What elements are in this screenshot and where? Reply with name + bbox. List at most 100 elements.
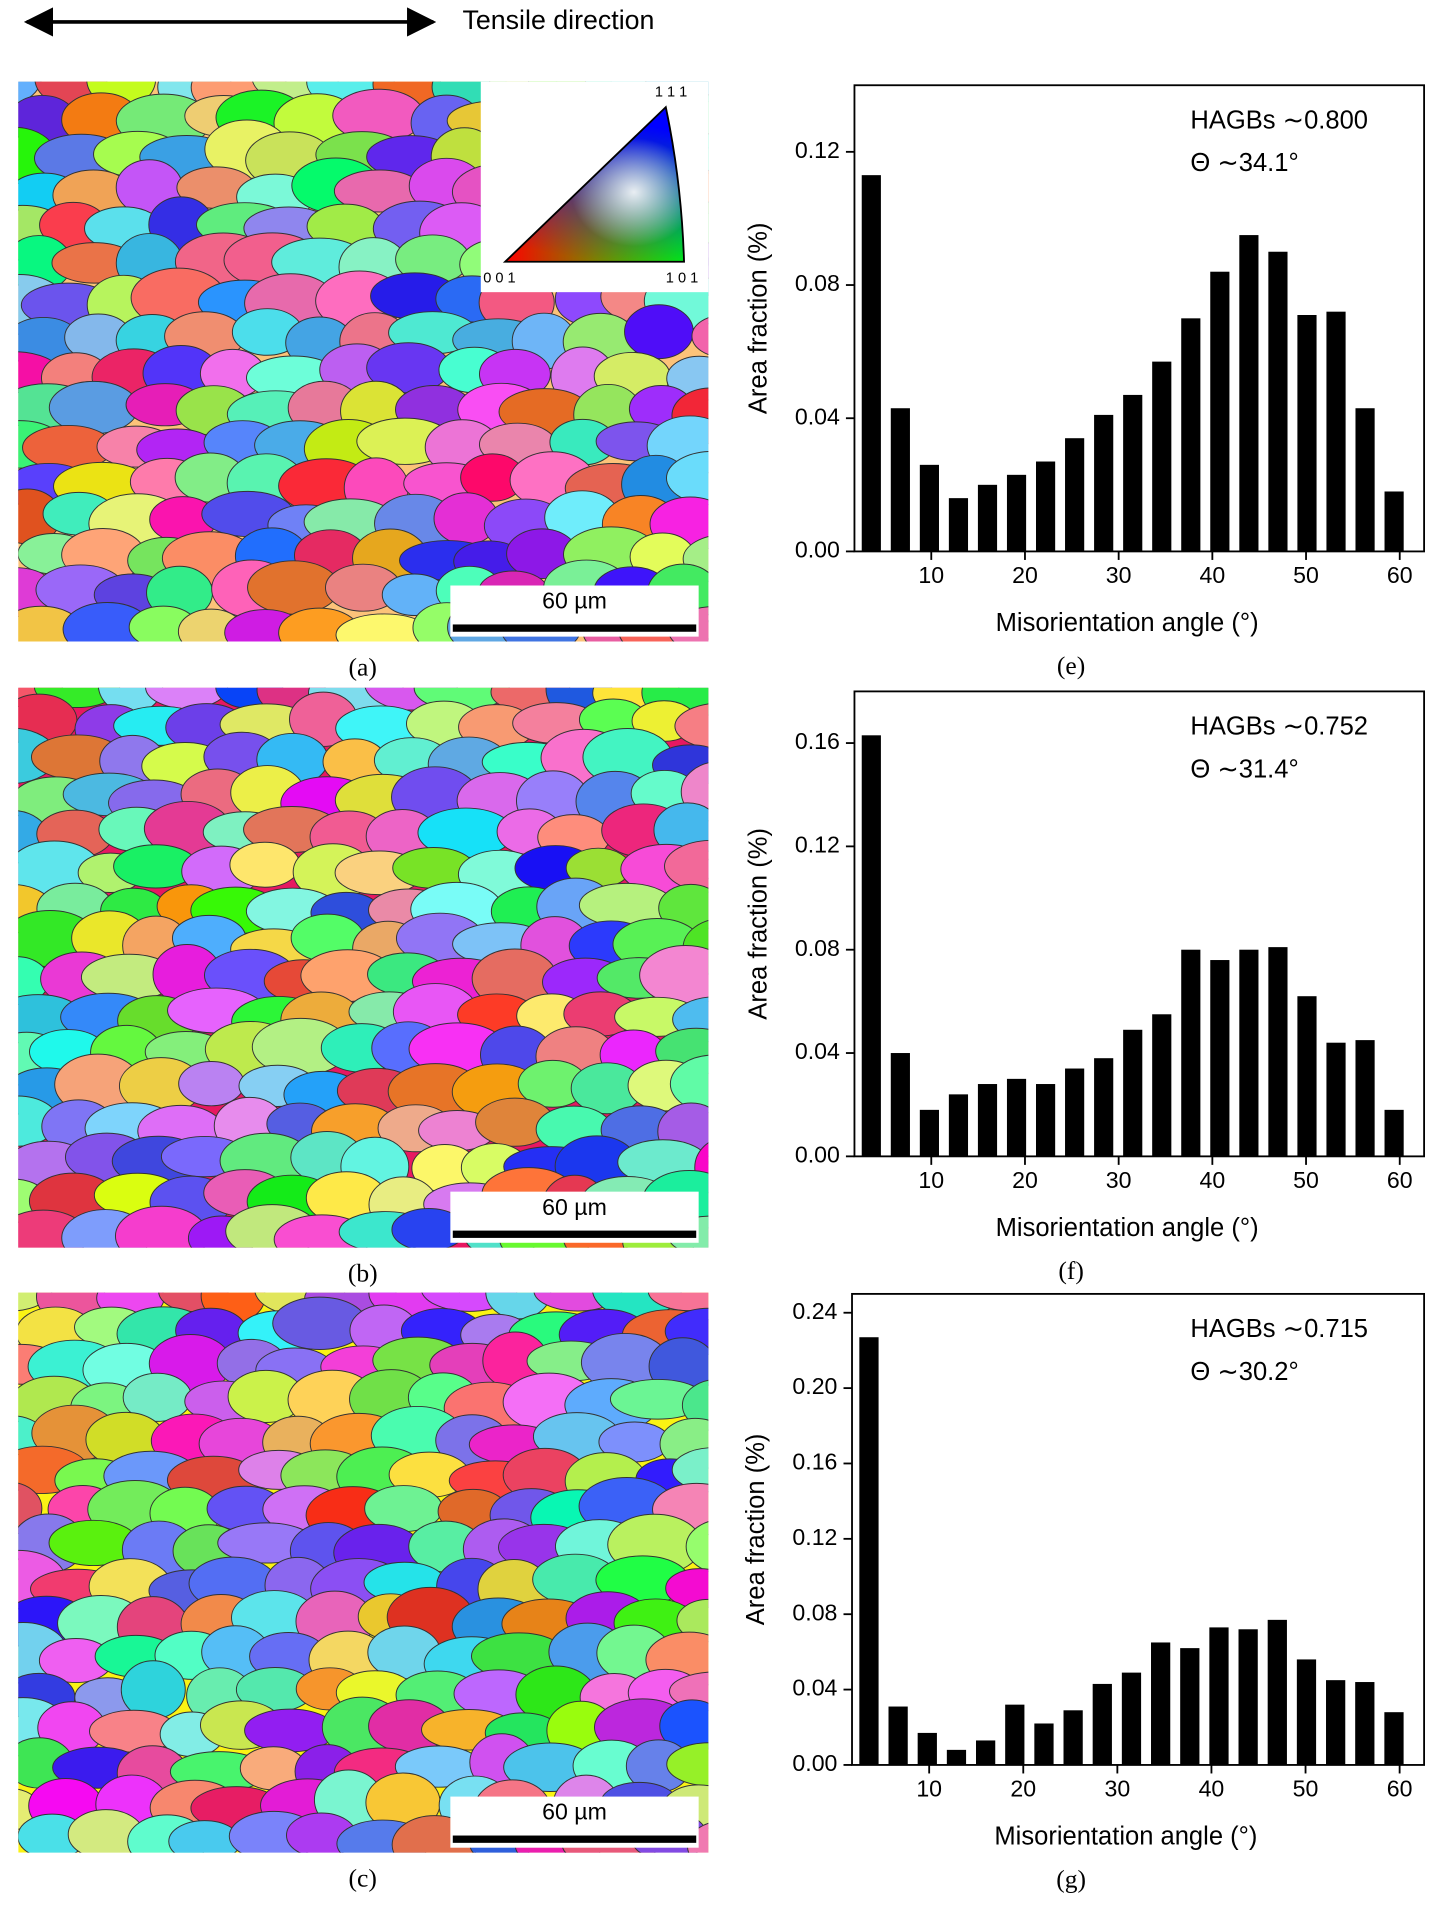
scale-bar-label: 60 µm (542, 1799, 607, 1825)
grain (676, 1598, 709, 1643)
scale-bar-label: 60 µm (542, 1194, 607, 1220)
bar (948, 1094, 969, 1157)
grain (674, 703, 709, 749)
x-tick-label: 40 (1199, 562, 1225, 588)
bar (1296, 1659, 1317, 1765)
bar (1326, 1680, 1346, 1765)
annotation: Θ ∼30.2° (1190, 1358, 1298, 1386)
scale-bar-label: 60 µm (542, 588, 607, 614)
grain (145, 687, 229, 710)
panel-label: (e) (1057, 651, 1085, 680)
panel-label: (g) (1056, 1865, 1086, 1894)
ipf-label: 1 0 1 (666, 271, 698, 287)
grain (685, 1521, 709, 1572)
bar (977, 484, 998, 552)
x-axis-label: Misorientation angle (°) (996, 609, 1259, 637)
scale-bar (452, 624, 697, 632)
annotation: Θ ∼34.1° (1190, 149, 1298, 177)
annotation: HAGBs ∼0.715 (1190, 1315, 1368, 1343)
bar (861, 735, 881, 1157)
x-axis-label: Misorientation angle (°) (996, 1214, 1259, 1242)
grain (666, 1742, 709, 1787)
grain (647, 1292, 709, 1312)
bar (859, 1337, 879, 1765)
x-tick-label: 60 (1387, 562, 1413, 588)
panel-label: (b) (348, 1258, 378, 1287)
grain-map (18, 1292, 709, 1853)
y-axis-label: Area fraction (%) (744, 828, 772, 1020)
bar (1267, 1619, 1287, 1765)
bar (1384, 1712, 1404, 1765)
x-tick-label: 10 (918, 1167, 944, 1193)
y-tick-label: 0.20 (792, 1373, 837, 1399)
bar (919, 464, 939, 552)
y-tick-label: 0.08 (795, 935, 840, 961)
bar (1123, 1029, 1143, 1157)
bar (861, 175, 881, 552)
bar (1355, 1040, 1375, 1157)
bar (1210, 271, 1230, 552)
grain (681, 1379, 709, 1431)
grain (666, 450, 709, 506)
bar (948, 498, 969, 552)
bar (946, 1749, 967, 1765)
annotation: HAGBs ∼0.800 (1190, 107, 1368, 135)
y-tick-label: 0.00 (792, 1750, 837, 1776)
bar (890, 1053, 910, 1157)
grain (671, 1447, 709, 1493)
x-tick-label: 10 (916, 1776, 942, 1802)
bar (1152, 1014, 1172, 1157)
y-tick-label: 0.12 (792, 1524, 837, 1550)
grain (178, 1061, 245, 1107)
bar (1326, 1042, 1346, 1157)
bar (890, 408, 910, 552)
grain (485, 1292, 552, 1320)
bar (1063, 1710, 1083, 1765)
bar (1181, 318, 1201, 552)
y-tick-label: 0.04 (795, 403, 840, 429)
bar (888, 1706, 908, 1765)
y-tick-label: 0.24 (792, 1298, 837, 1324)
y-tick-label: 0.08 (792, 1599, 837, 1625)
bar (1239, 235, 1259, 552)
grain (168, 1820, 241, 1853)
annotation: Θ ∼31.4° (1190, 755, 1298, 783)
bar (1123, 394, 1143, 552)
bar (1065, 438, 1085, 552)
grain (639, 945, 709, 1006)
bar (1326, 311, 1346, 552)
bar (977, 1084, 998, 1157)
x-tick-label: 50 (1293, 1167, 1319, 1193)
plot-frame (851, 1292, 1426, 1766)
bar (1092, 1683, 1112, 1765)
grain (691, 317, 709, 356)
bar (1035, 1084, 1056, 1157)
bar (1238, 1629, 1258, 1765)
grain (18, 81, 42, 103)
bar (1210, 960, 1230, 1157)
bar (1006, 1078, 1027, 1157)
panel-label: (c) (349, 1863, 377, 1892)
bar (1005, 1704, 1025, 1765)
maps: 60 µm (a) 60 µm (b) 60 µm (c) 1 1 1 0 0 1 1 0 1 (18, 81, 709, 1892)
bar (1268, 947, 1288, 1157)
annotation: HAGBs ∼0.752 (1190, 713, 1368, 741)
bar (919, 1109, 939, 1157)
bar (1355, 1682, 1375, 1765)
x-tick-label: 30 (1106, 1167, 1132, 1193)
x-axis-label: Misorientation angle (°) (994, 1823, 1257, 1851)
bar (1151, 1642, 1171, 1765)
x-tick-label: 10 (918, 562, 944, 588)
y-axis-label: Area fraction (%) (744, 222, 772, 414)
ipf-label: 0 0 1 (483, 271, 515, 287)
bar (1121, 1672, 1142, 1765)
grain (669, 1054, 709, 1114)
y-tick-label: 0.00 (795, 537, 840, 563)
bar (1035, 461, 1056, 552)
x-tick-label: 60 (1387, 1776, 1413, 1802)
bar (1268, 251, 1288, 552)
y-tick-label: 0.00 (795, 1141, 840, 1167)
x-tick-label: 30 (1104, 1776, 1130, 1802)
